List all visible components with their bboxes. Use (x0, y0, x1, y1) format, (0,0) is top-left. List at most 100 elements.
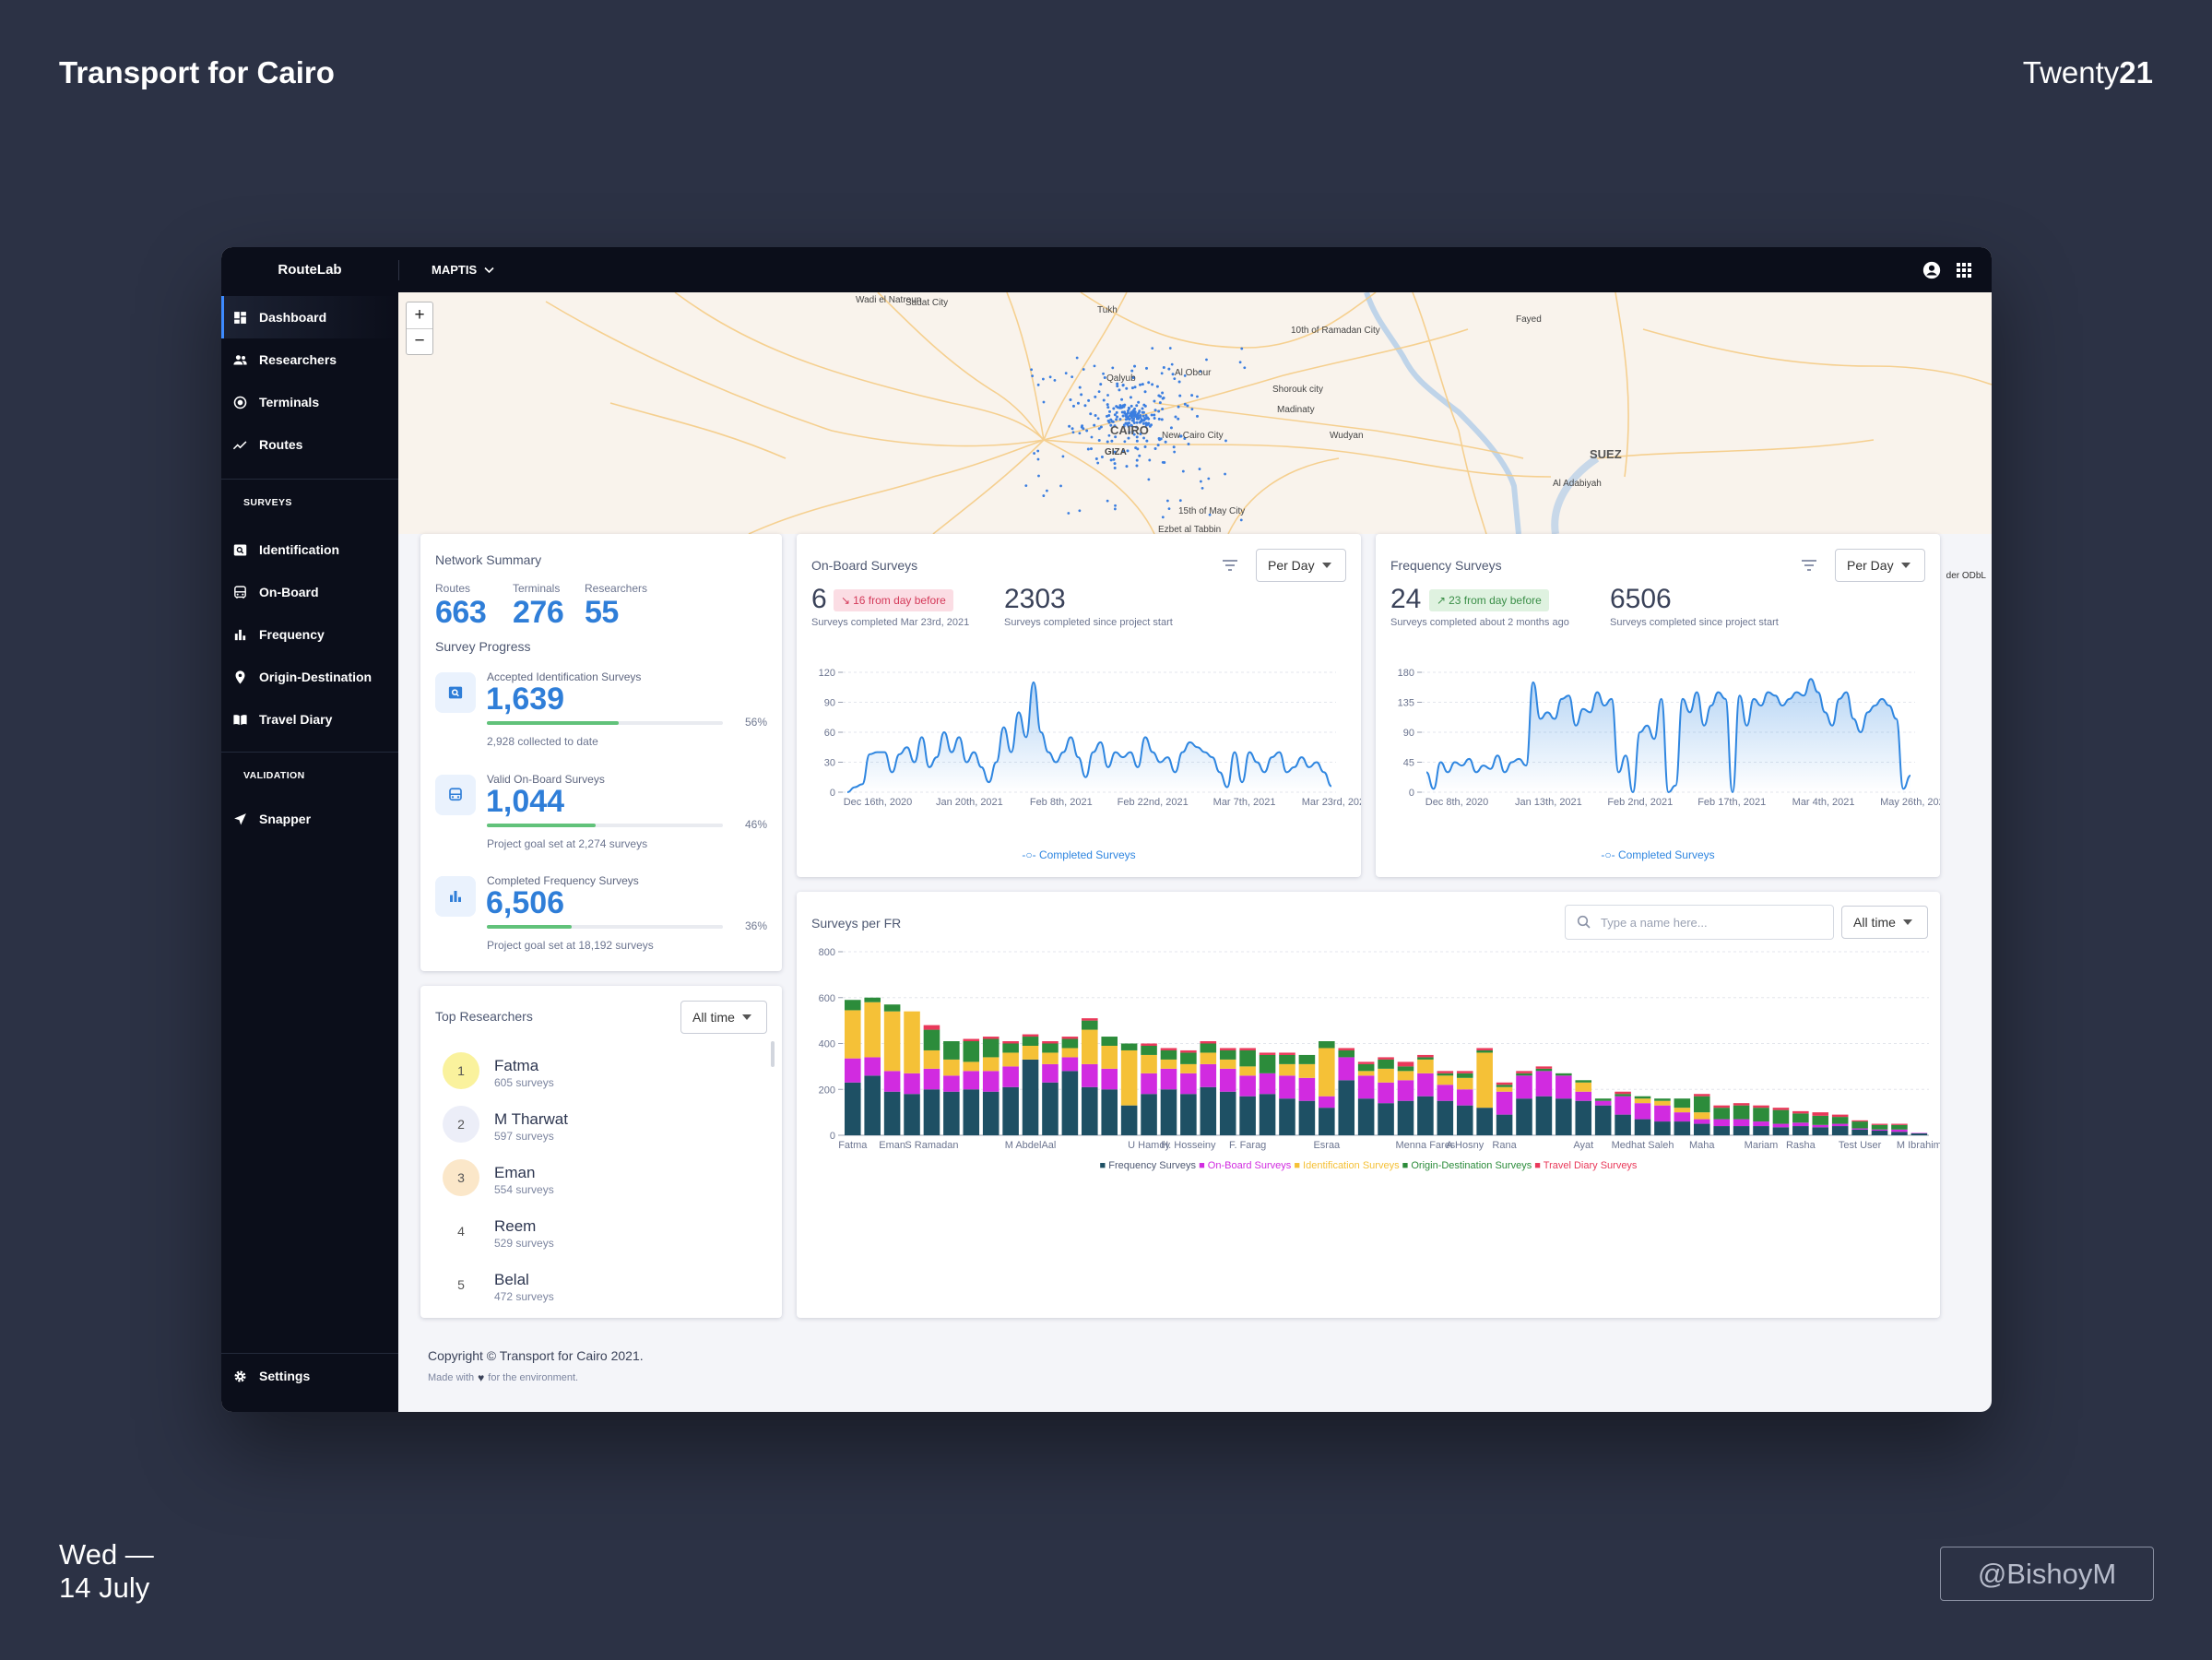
stat-terminals: Terminals 276 (513, 582, 564, 631)
frequency-period-filter[interactable]: Per Day (1835, 549, 1925, 582)
bar-segment (1101, 1037, 1118, 1046)
bar-segment (1378, 1057, 1394, 1060)
badge-text: 23 from day before (1449, 594, 1542, 607)
sidebar-item-settings[interactable]: Settings (221, 1355, 398, 1397)
sidebar-item-dashboard[interactable]: Dashboard (221, 296, 398, 338)
researcher-name[interactable]: Reem (494, 1217, 537, 1235)
survey-point (1129, 396, 1132, 399)
survey-point (1208, 513, 1212, 516)
researcher-name[interactable]: M Tharwat (494, 1110, 568, 1128)
bar-segment (1634, 1098, 1651, 1104)
survey-point (1102, 372, 1105, 375)
survey-point (1131, 413, 1135, 417)
survey-point (1238, 361, 1242, 364)
researcher-name[interactable]: Eman (494, 1164, 536, 1181)
bar-segment (963, 1061, 980, 1072)
sidebar-item-researchers[interactable]: Researchers (221, 338, 398, 381)
survey-point (1127, 424, 1130, 428)
stat-researchers: Researchers 55 (585, 582, 647, 631)
bar-segment (845, 1082, 861, 1135)
bar-segment (1279, 1052, 1295, 1055)
survey-point (1139, 383, 1142, 386)
bar-segment (1259, 1054, 1276, 1073)
survey-point (1116, 415, 1119, 419)
heart-icon: ♥ (478, 1371, 485, 1384)
chevron-down-icon (484, 267, 494, 273)
researcher-name[interactable]: Fatma (494, 1057, 539, 1074)
sidebar-item-terminals[interactable]: Terminals (221, 381, 398, 423)
bar-segment (1891, 1132, 1908, 1135)
bar-segment (1219, 1068, 1236, 1092)
bar-segment (1654, 1098, 1671, 1101)
survey-point (1097, 427, 1101, 431)
filter-icon[interactable] (1800, 558, 1818, 573)
bar-segment (1812, 1127, 1829, 1135)
project-selector[interactable]: MAPTIS (432, 247, 494, 292)
x-tick-label: Rana (1492, 1140, 1517, 1151)
bar-segment (1279, 1063, 1295, 1076)
map-label: Al Adabiyah (1553, 479, 1602, 489)
bar-segment (1022, 1059, 1039, 1135)
bar-segment (1792, 1126, 1809, 1135)
x-tick-label: S Ramadan (905, 1140, 958, 1151)
dashboard-icon (234, 311, 246, 324)
bar-segment (1496, 1085, 1513, 1087)
sidebar-item-travel-diary[interactable]: Travel Diary (221, 698, 398, 741)
bar-segment (943, 1059, 960, 1076)
account-circle-icon[interactable] (1922, 260, 1942, 280)
bar-segment (1120, 1105, 1138, 1135)
survey-map[interactable]: + − Wadi el Natroun Sadat City Tukh 10th… (398, 292, 1992, 534)
sidebar-item-frequency[interactable]: Frequency (221, 613, 398, 656)
scrollbar[interactable] (771, 1041, 775, 1067)
sidebar-item-snapper[interactable]: Snapper (221, 798, 398, 840)
series-area (1426, 679, 1910, 792)
survey-point (1135, 435, 1139, 439)
bar-segment (1871, 1131, 1888, 1135)
survey-point (1102, 398, 1106, 402)
researchers-time-filter[interactable]: All time (680, 1001, 767, 1034)
survey-point (1145, 439, 1149, 443)
stat-label: Routes (435, 582, 471, 595)
sidebar-item-origin-destination[interactable]: Origin-Destination (221, 656, 398, 698)
bar-segment (1022, 1037, 1039, 1046)
survey-point (1078, 432, 1082, 435)
progress-fill (487, 824, 596, 827)
survey-point (1130, 404, 1133, 408)
y-tick-label: 60 (824, 728, 835, 739)
apps-grid-icon[interactable] (1955, 261, 1973, 279)
sidebar-item-identification[interactable]: Identification (221, 528, 398, 571)
sidebar-item-on-board[interactable]: On-Board (221, 571, 398, 613)
survey-point (1100, 456, 1104, 459)
sidebar-item-routes[interactable]: Routes (221, 423, 398, 466)
survey-point (1190, 408, 1194, 411)
onboard-period-filter[interactable]: Per Day (1256, 549, 1346, 582)
survey-point (1078, 509, 1082, 513)
fr-time-filter[interactable]: All time (1841, 906, 1928, 939)
survey-point (1240, 347, 1244, 350)
bar-segment (845, 1000, 861, 1011)
researcher-name[interactable]: Belal (494, 1271, 529, 1288)
progress-caption: Project goal set at 18,192 surveys (487, 939, 654, 952)
trending-up-icon: ↗ (1437, 594, 1447, 607)
survey-point (1162, 397, 1165, 400)
app-name[interactable]: RouteLab (278, 262, 342, 278)
bar-segment (982, 1038, 1000, 1058)
search-input[interactable]: Type a name here... (1565, 905, 1834, 940)
survey-point (1078, 385, 1082, 389)
zoom-in-button[interactable]: + (414, 304, 425, 325)
bar-segment (1141, 1094, 1157, 1135)
bar-segment (1615, 1114, 1631, 1135)
x-tick-label: F. Farag (1229, 1140, 1266, 1151)
map-label: Al Obour (1175, 368, 1212, 378)
poster-date: Wed —14 July (59, 1538, 154, 1605)
brand-logo: Twenty21 (2023, 55, 2153, 90)
bar-segment (1674, 1108, 1691, 1113)
bar-segment (1516, 1098, 1532, 1135)
zoom-out-button[interactable]: − (407, 327, 432, 354)
map-label: GIZA (1105, 447, 1127, 457)
bar-segment (1042, 1082, 1059, 1135)
map-attribution: der ODbL (1946, 571, 1986, 581)
filter-icon[interactable] (1221, 558, 1239, 573)
bar-segment (1831, 1117, 1849, 1124)
today-value: 24 (1390, 584, 1422, 614)
